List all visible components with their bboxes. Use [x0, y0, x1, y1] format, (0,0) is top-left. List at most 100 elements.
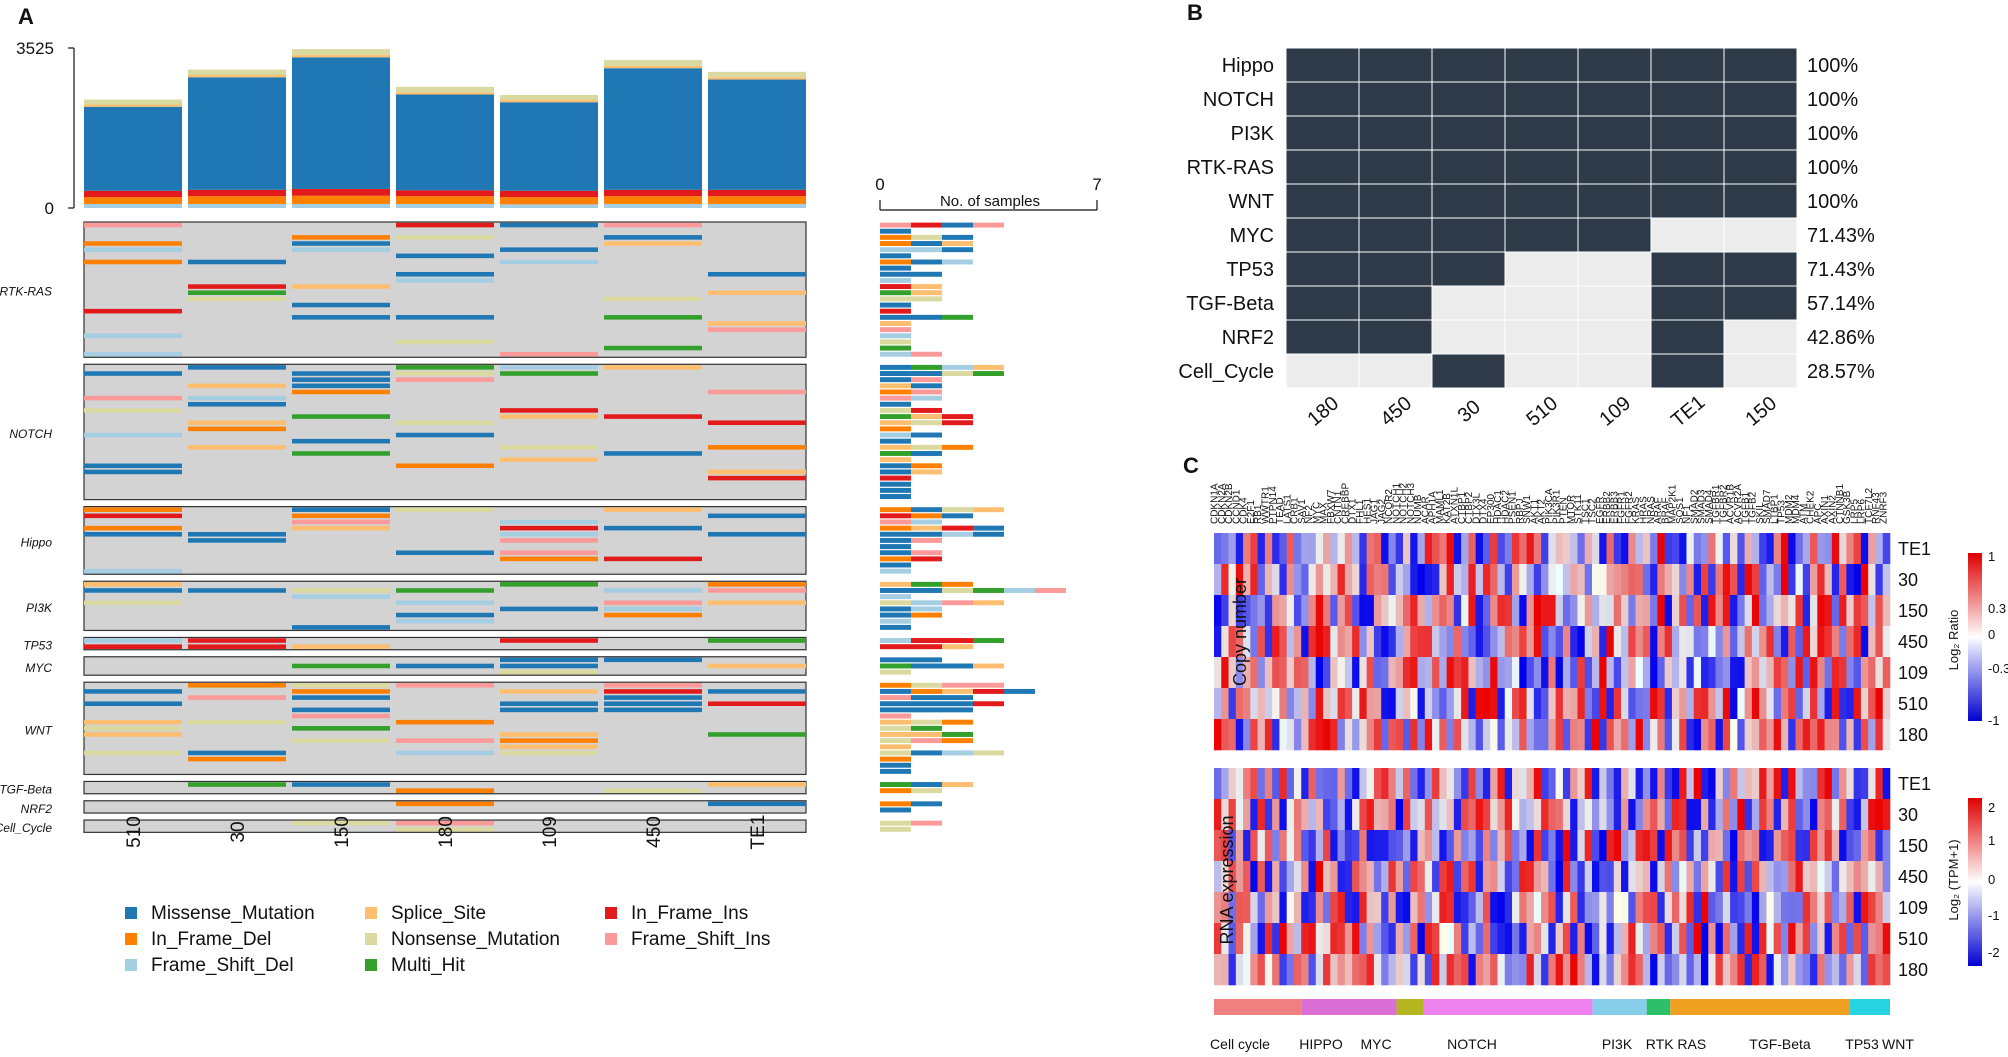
rna-cell — [1708, 768, 1716, 800]
mutation-cell — [500, 689, 598, 694]
rna-cell — [1766, 830, 1774, 862]
rna-cell — [1490, 923, 1498, 955]
copy-number-cell — [1541, 657, 1549, 689]
copy-number-cell — [1243, 533, 1251, 565]
sample-count-bar — [880, 432, 911, 438]
alteration-cell — [1285, 183, 1360, 219]
sample-count-bar — [880, 788, 911, 794]
rna-cell — [1788, 830, 1796, 862]
rna-cell — [1635, 892, 1644, 924]
copy-number-cell — [1802, 533, 1811, 565]
gene-label: TP53 — [1777, 500, 1788, 524]
copy-number-cell — [1817, 595, 1825, 627]
copy-number-cell — [1751, 657, 1760, 689]
rna-cell — [1788, 768, 1796, 800]
alteration-cell — [1358, 285, 1433, 321]
mutation-cell — [84, 582, 182, 587]
mutation-cell — [604, 788, 702, 793]
copy-number-cell — [1504, 688, 1513, 720]
mutation-cell — [292, 820, 390, 826]
gene-label: WWTR1 — [1261, 486, 1272, 524]
copy-number-cell — [1221, 564, 1229, 596]
rna-cell — [1599, 923, 1607, 955]
mutation-cell — [188, 638, 286, 643]
rna-cell — [1373, 892, 1382, 924]
copy-number-cell — [1395, 564, 1404, 596]
bar-Frame_Shift_Del — [292, 203, 390, 208]
rna-cell — [1243, 830, 1251, 862]
rna-cell — [1599, 954, 1607, 986]
alteration-cell — [1723, 319, 1798, 355]
rna-cell — [1482, 799, 1491, 831]
rna-cell — [1482, 861, 1491, 893]
rna-cell — [1635, 768, 1644, 800]
copy-number-cell — [1461, 657, 1469, 689]
sample-count-bar — [911, 364, 942, 370]
rna-cell — [1432, 954, 1440, 986]
rna-cell — [1722, 830, 1731, 862]
rna-cell — [1591, 830, 1600, 862]
rna-cell — [1722, 768, 1731, 800]
copy-number-cell — [1686, 688, 1695, 720]
rna-cell — [1868, 923, 1876, 955]
alteration-cell — [1723, 47, 1798, 83]
rna-cell — [1831, 830, 1840, 862]
copy-number-cell — [1432, 626, 1440, 658]
copy-number-cell — [1555, 533, 1564, 565]
copy-number-cell — [1802, 626, 1811, 658]
rna-cell — [1722, 799, 1731, 831]
copy-number-cell — [1730, 564, 1738, 596]
copy-number-cell — [1562, 533, 1571, 565]
copy-number-cell — [1482, 719, 1491, 751]
mutation-cell — [292, 371, 390, 376]
gene-label: PSEN1 — [1508, 491, 1519, 524]
rna-cell — [1657, 923, 1665, 955]
copy-number-cell — [1279, 657, 1287, 689]
sample-count-bar — [880, 750, 911, 756]
copy-number-cell — [1591, 688, 1600, 720]
rna-scale-tick: -2 — [1988, 945, 2000, 960]
copy-number-cell — [1584, 719, 1593, 751]
copy-number-cell — [1482, 533, 1491, 565]
sample-count-bar — [880, 719, 911, 725]
copy-number-cell — [1730, 719, 1738, 751]
alteration-percentage: 71.43% — [1807, 259, 1875, 281]
rna-cell — [1853, 954, 1862, 986]
sample-count-bar — [942, 507, 973, 513]
rna-cell — [1330, 830, 1338, 862]
rna-cell — [1591, 799, 1600, 831]
mutation-cell — [500, 701, 598, 706]
gene-label: CDKN1A — [1210, 483, 1221, 524]
bar-Missense_Mutation — [500, 102, 598, 191]
rna-cell — [1577, 830, 1586, 862]
copy-number-cell — [1301, 564, 1309, 596]
copy-number-cell — [1228, 595, 1237, 627]
sample-count-bar — [911, 222, 942, 228]
copy-number-cell — [1286, 688, 1295, 720]
alteration-cell — [1577, 149, 1652, 185]
rna-cell — [1751, 861, 1760, 893]
sample-count-bar — [911, 247, 942, 253]
rna-cell — [1417, 799, 1426, 831]
mutation-cell — [292, 625, 390, 630]
copy-number-cell — [1780, 626, 1789, 658]
copy-number-cell — [1730, 626, 1738, 658]
rna-scale-tick: 2 — [1988, 800, 1995, 815]
mutation-cell — [708, 475, 806, 481]
gene-label: APC — [1813, 503, 1824, 524]
rna-cell — [1388, 830, 1397, 862]
copy-number-cell — [1228, 533, 1237, 565]
mutation-cell — [708, 321, 806, 326]
rna-cell — [1250, 923, 1258, 955]
rna-cell — [1257, 923, 1266, 955]
mutation-cell — [708, 663, 806, 669]
copy-number-cell — [1308, 719, 1317, 751]
rna-cell — [1533, 830, 1542, 862]
copy-number-cell — [1526, 533, 1535, 565]
rna-cell — [1250, 892, 1258, 924]
copy-number-cell — [1512, 688, 1520, 720]
rna-cell — [1315, 830, 1324, 862]
copy-number-cell — [1381, 719, 1389, 751]
sample-count-bar — [880, 663, 911, 669]
rna-cell — [1468, 768, 1476, 800]
